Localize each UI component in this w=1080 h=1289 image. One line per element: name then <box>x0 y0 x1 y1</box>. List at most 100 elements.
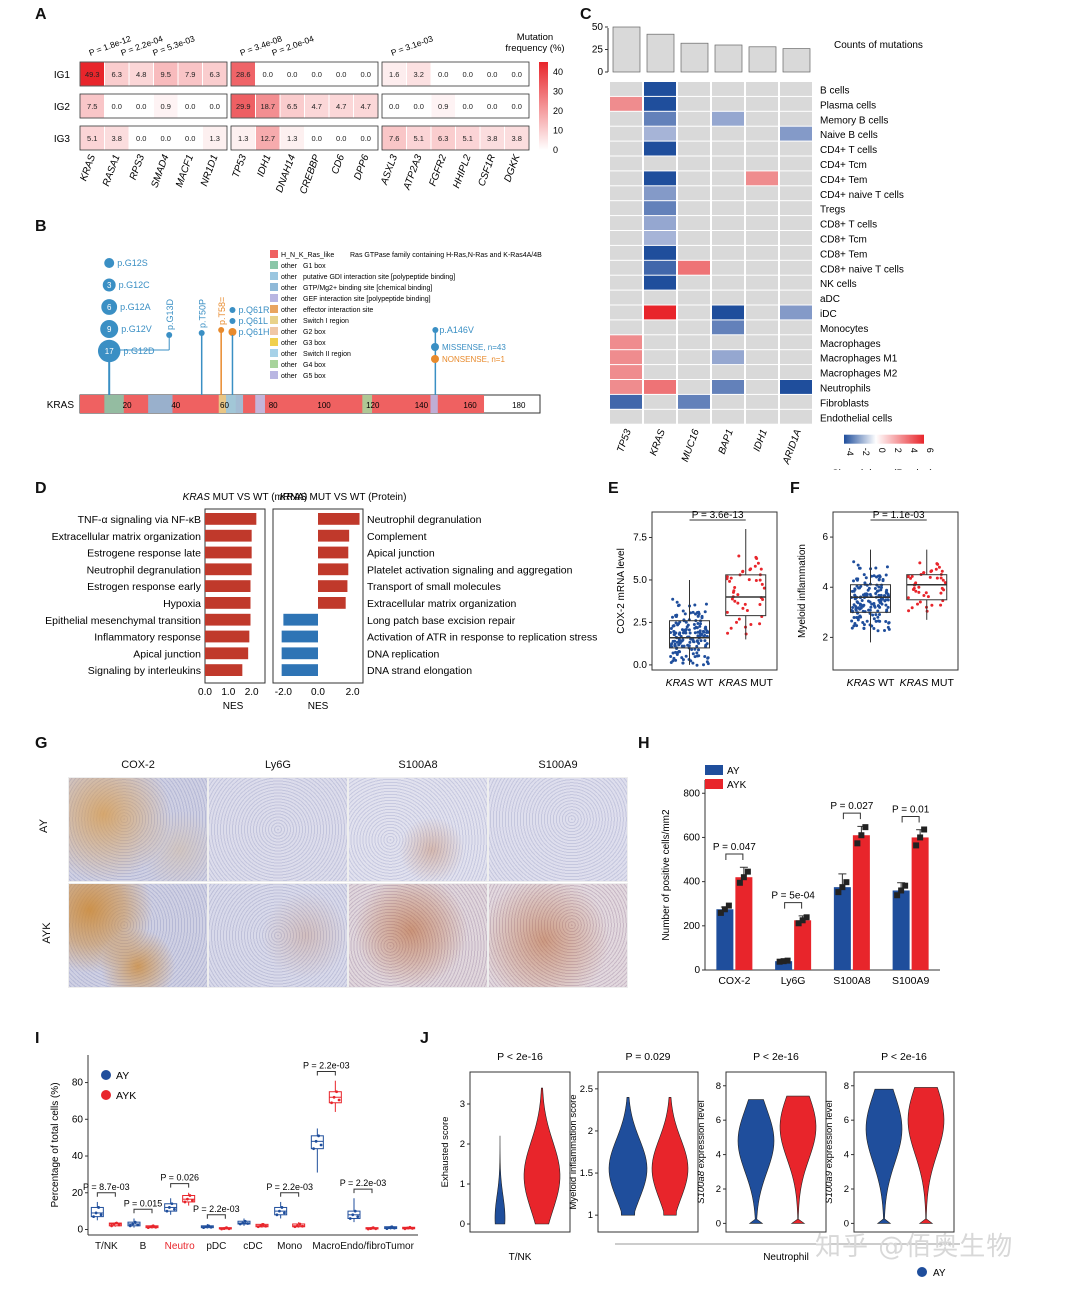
data-point <box>726 631 730 635</box>
axis-tick: 4 <box>844 1150 849 1161</box>
heatmap-cell <box>780 260 812 275</box>
data-point <box>879 585 883 589</box>
data-point <box>261 1222 265 1226</box>
heatmap-cell-value: 4.8 <box>136 70 146 79</box>
heatmap-cell-value: 3.8 <box>512 134 522 143</box>
domain-legend-key: other <box>281 362 298 369</box>
pvalue-bracket <box>784 902 803 909</box>
data-point <box>278 1209 281 1213</box>
domain-legend-swatch <box>270 316 278 324</box>
violin <box>651 1096 689 1216</box>
axis-tick: 2 <box>822 632 828 643</box>
protein-axis-tick: 100 <box>317 401 331 410</box>
data-point <box>917 590 921 594</box>
data-point <box>168 1206 171 1209</box>
axis-tick: 1.0 <box>221 687 235 698</box>
data-point <box>753 564 757 568</box>
panel-letter-d: D <box>35 480 47 497</box>
data-point <box>877 577 881 581</box>
lollipop-head <box>432 327 439 333</box>
heatmap-cell-value: 7.5 <box>87 102 97 111</box>
data-point <box>884 598 888 602</box>
lollipop-label: p.G12A <box>120 302 151 312</box>
data-point <box>674 613 678 617</box>
axis-label: Exhausted score <box>440 1117 451 1188</box>
heatmap-cell <box>678 216 710 230</box>
legend-dot <box>917 1267 927 1277</box>
legend-dot <box>101 1070 111 1080</box>
data-point <box>862 623 866 627</box>
data-point <box>151 1224 155 1228</box>
data-point <box>694 612 698 616</box>
data-point <box>878 575 882 579</box>
heatmap-cell <box>712 290 744 305</box>
heatmap-cell <box>712 365 744 379</box>
heatmap-cell <box>746 335 778 350</box>
heatmap-gene-label: FGFR2 <box>428 153 450 188</box>
data-point <box>862 573 866 577</box>
data-point <box>864 576 868 580</box>
heatmap-gene-label: ATP2A3 <box>401 153 424 192</box>
data-point <box>887 627 891 631</box>
colorbar-title: Mutation <box>517 32 553 43</box>
data-point <box>880 602 884 606</box>
heatmap-cell-value: 0.0 <box>438 70 448 79</box>
data-point <box>879 599 883 603</box>
domain-legend-key: other <box>281 307 298 314</box>
data-point <box>225 1226 228 1230</box>
domain-legend-swatch <box>270 349 278 357</box>
data-point <box>918 561 922 565</box>
heatmap-cell-value: 0.0 <box>136 134 146 143</box>
data-point <box>733 599 737 603</box>
data-point <box>865 619 869 623</box>
data-point <box>695 639 699 643</box>
lollipop-label: p.G12S <box>117 258 148 268</box>
data-point <box>725 577 729 581</box>
axis-label: S100a9 expression level <box>824 1100 835 1204</box>
data-point <box>748 568 752 572</box>
nes-category: Apical junction <box>367 548 435 560</box>
domain-legend-key: other <box>281 274 298 281</box>
heatmap-cell-value: 0.0 <box>512 70 522 79</box>
ihc-col-label: S100A8 <box>398 759 438 771</box>
nes-bar <box>205 513 257 525</box>
data-point <box>186 1197 189 1201</box>
data-point <box>916 602 920 606</box>
violin <box>494 1135 506 1225</box>
heatmap-cell <box>610 96 642 111</box>
axis-tick: 1.5 <box>580 1168 593 1179</box>
immune-cell-heatmap: 0 25 50 Counts of mutations B cells Plasma ce… <box>592 22 935 470</box>
data-point <box>678 620 682 624</box>
group-label: KRAS WT <box>666 677 714 689</box>
axis-tick: 60 <box>72 1114 84 1125</box>
box-body <box>310 1135 324 1150</box>
axis-tick: 4 <box>716 1150 721 1161</box>
heatmap-cell <box>746 350 778 365</box>
lollipop-head <box>198 330 205 336</box>
heatmap-cell <box>780 82 812 96</box>
heatmap-cell <box>610 305 642 320</box>
data-point <box>886 592 890 596</box>
nes-category: Epithelial mesenchymal transition <box>45 615 201 627</box>
heatmap-cell <box>678 365 710 379</box>
heatmap-row-label: CD4+ Tem <box>820 175 867 186</box>
heatmap-cell-value: 0.0 <box>361 134 371 143</box>
lollipop-label: p.T50P <box>198 299 208 328</box>
legend-label: AYK <box>116 1090 136 1102</box>
heatmap-cell <box>780 201 812 216</box>
lollipop-label: p.Q61H <box>238 327 269 337</box>
data-point <box>183 1200 187 1204</box>
domain-legend-value: G3 box <box>303 340 326 347</box>
data-point <box>882 594 886 598</box>
nes-category: TNF-α signaling via NF-κB <box>78 514 201 526</box>
kind-legend-label: MISSENSE, n=43 <box>442 343 506 352</box>
pvalue-bracket <box>353 1188 373 1194</box>
protein-axis-tick: 120 <box>366 401 380 410</box>
data-point <box>918 600 922 604</box>
data-point <box>353 1209 357 1213</box>
data-point <box>917 585 921 589</box>
domain-legend-value: G4 box <box>303 362 326 369</box>
data-point <box>867 586 871 590</box>
data-point <box>795 920 802 927</box>
heatmap-row-box <box>79 61 228 87</box>
